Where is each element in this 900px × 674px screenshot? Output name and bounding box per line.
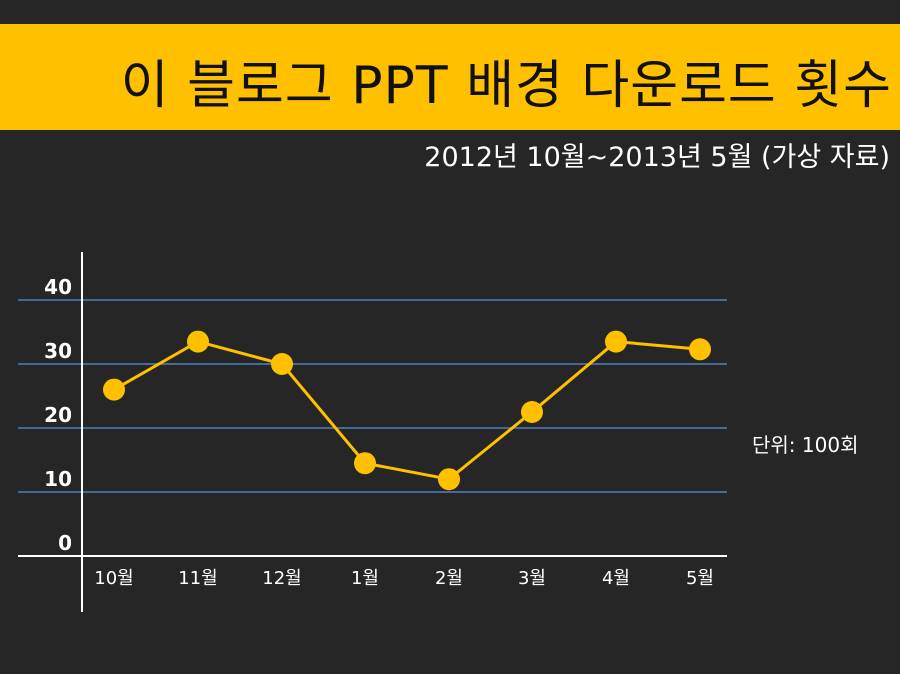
x-tick-label: 12월 xyxy=(262,568,301,589)
axes xyxy=(18,252,727,612)
x-tick-label: 10월 xyxy=(94,568,133,589)
data-point xyxy=(354,452,376,475)
x-tick-label: 5월 xyxy=(686,568,714,589)
y-tick-label: 40 xyxy=(44,275,72,299)
data-point xyxy=(521,401,543,423)
chart-subtitle: 2012년 10월~2013년 5월 (가상 자료) xyxy=(424,142,890,173)
x-tick-label: 11월 xyxy=(178,568,217,589)
page-title: 이 블로그 PPT 배경 다운로드 횟수 xyxy=(120,56,892,116)
unit-label: 단위: 100회 xyxy=(752,433,859,457)
series-line xyxy=(113,339,701,481)
data-point xyxy=(271,353,293,375)
x-tick-label: 4월 xyxy=(602,568,630,589)
title-band xyxy=(0,24,900,130)
y-tick-label: 10 xyxy=(44,467,72,491)
data-point xyxy=(187,330,209,353)
y-tick-label: 0 xyxy=(58,531,72,555)
x-tick-label: 2월 xyxy=(435,568,463,589)
x-tick-label: 3월 xyxy=(518,568,546,589)
y-tick-label: 30 xyxy=(44,339,72,363)
x-tick-labels: 10월 11월 12월 1월 2월 3월 4월 5월 xyxy=(94,568,714,589)
data-point xyxy=(689,338,711,361)
y-tick-labels: 0 10 20 30 40 xyxy=(44,275,72,555)
series-downloads xyxy=(103,330,711,491)
gridlines xyxy=(18,299,727,493)
x-tick-label: 1월 xyxy=(351,568,379,589)
data-point xyxy=(438,468,460,491)
data-point xyxy=(103,378,125,401)
y-tick-label: 20 xyxy=(44,403,72,427)
data-point xyxy=(605,330,627,353)
top-strip xyxy=(0,0,900,24)
